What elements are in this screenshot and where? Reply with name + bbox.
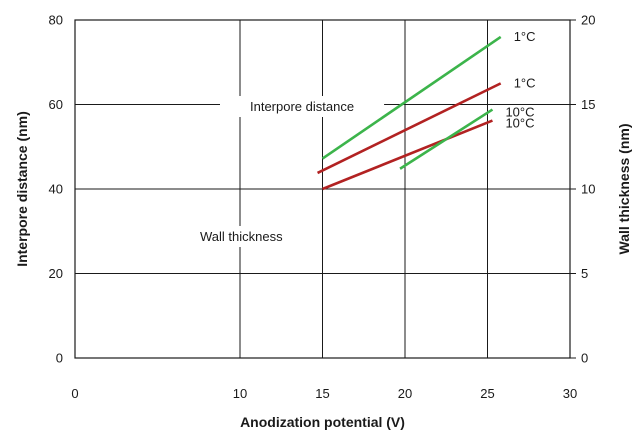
series-line-wall bbox=[321, 35, 502, 160]
y2-tick-label: 5 bbox=[581, 266, 588, 281]
y-axis-title: Interpore distance (nm) bbox=[14, 111, 30, 267]
y2-tick-label: 0 bbox=[581, 351, 588, 366]
y-tick-label: 40 bbox=[49, 182, 63, 197]
y2-axis-ticks bbox=[570, 19, 576, 359]
y-tick-label: 20 bbox=[49, 266, 63, 281]
x-tick-label: 15 bbox=[315, 386, 329, 401]
y-tick-label: 0 bbox=[56, 351, 63, 366]
series-label: 1°C bbox=[514, 75, 536, 90]
wall-annotation-bg bbox=[170, 226, 314, 247]
series-line-interpore bbox=[316, 82, 502, 175]
series-label: 10°C bbox=[505, 105, 534, 120]
y2-tick-labels: 0 5 10 15 20 bbox=[581, 13, 595, 366]
y2-tick-label: 10 bbox=[581, 182, 595, 197]
y-tick-label: 60 bbox=[49, 97, 63, 112]
x-tick-label: 30 bbox=[563, 386, 577, 401]
x-tick-label: 0 bbox=[71, 386, 78, 401]
y-tick-labels: 0 20 40 60 80 bbox=[49, 13, 63, 366]
x-tick-labels: 0 10 15 20 25 30 bbox=[71, 386, 577, 401]
y2-tick-label: 20 bbox=[581, 13, 595, 28]
wall-annotation: Wall thickness bbox=[200, 229, 283, 244]
x-tick-label: 25 bbox=[480, 386, 494, 401]
y2-tick-label: 15 bbox=[581, 97, 595, 112]
series-labels: 1°C 10°C 1°C 10°C bbox=[505, 29, 535, 131]
series-label: 10°C bbox=[505, 116, 534, 131]
x-tick-label: 20 bbox=[398, 386, 412, 401]
series-lines bbox=[316, 35, 502, 191]
x-axis-title: Anodization potential (V) bbox=[240, 414, 405, 430]
series-line-interpore bbox=[322, 119, 493, 191]
series-line-wall bbox=[399, 108, 494, 170]
x-tick-label: 10 bbox=[233, 386, 247, 401]
series-label: 1°C bbox=[514, 29, 536, 44]
interpore-annotation-bg bbox=[220, 96, 385, 117]
y-tick-label: 80 bbox=[49, 13, 63, 28]
interpore-annotation: Interpore distance bbox=[250, 99, 354, 114]
y2-axis-title: Wall thickness (nm) bbox=[616, 124, 632, 255]
